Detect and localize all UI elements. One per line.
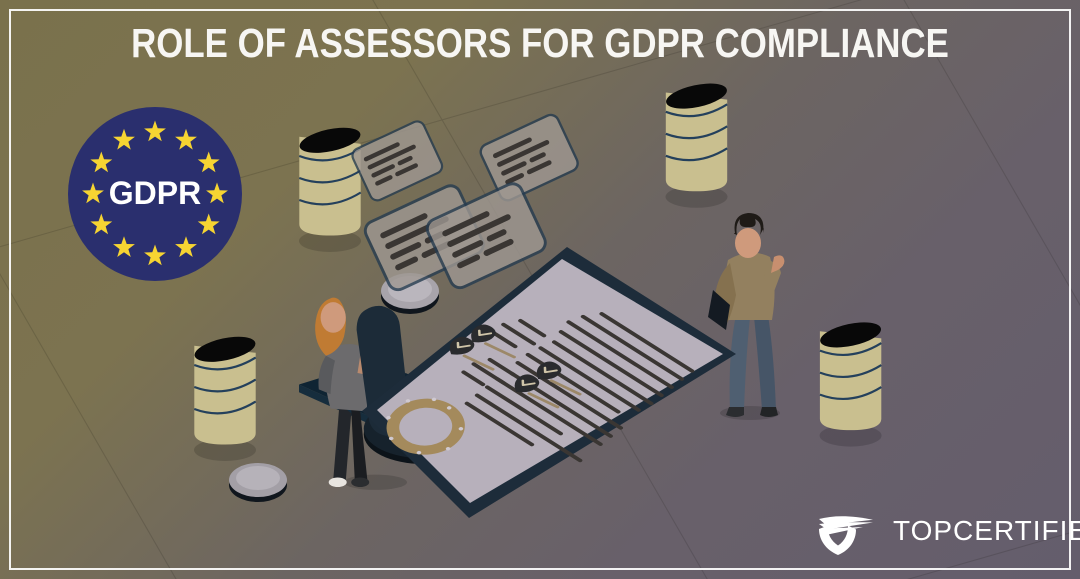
svg-text:TOPCERTIFIER: TOPCERTIFIER xyxy=(893,515,1080,546)
svg-text:GDPR: GDPR xyxy=(109,175,201,211)
